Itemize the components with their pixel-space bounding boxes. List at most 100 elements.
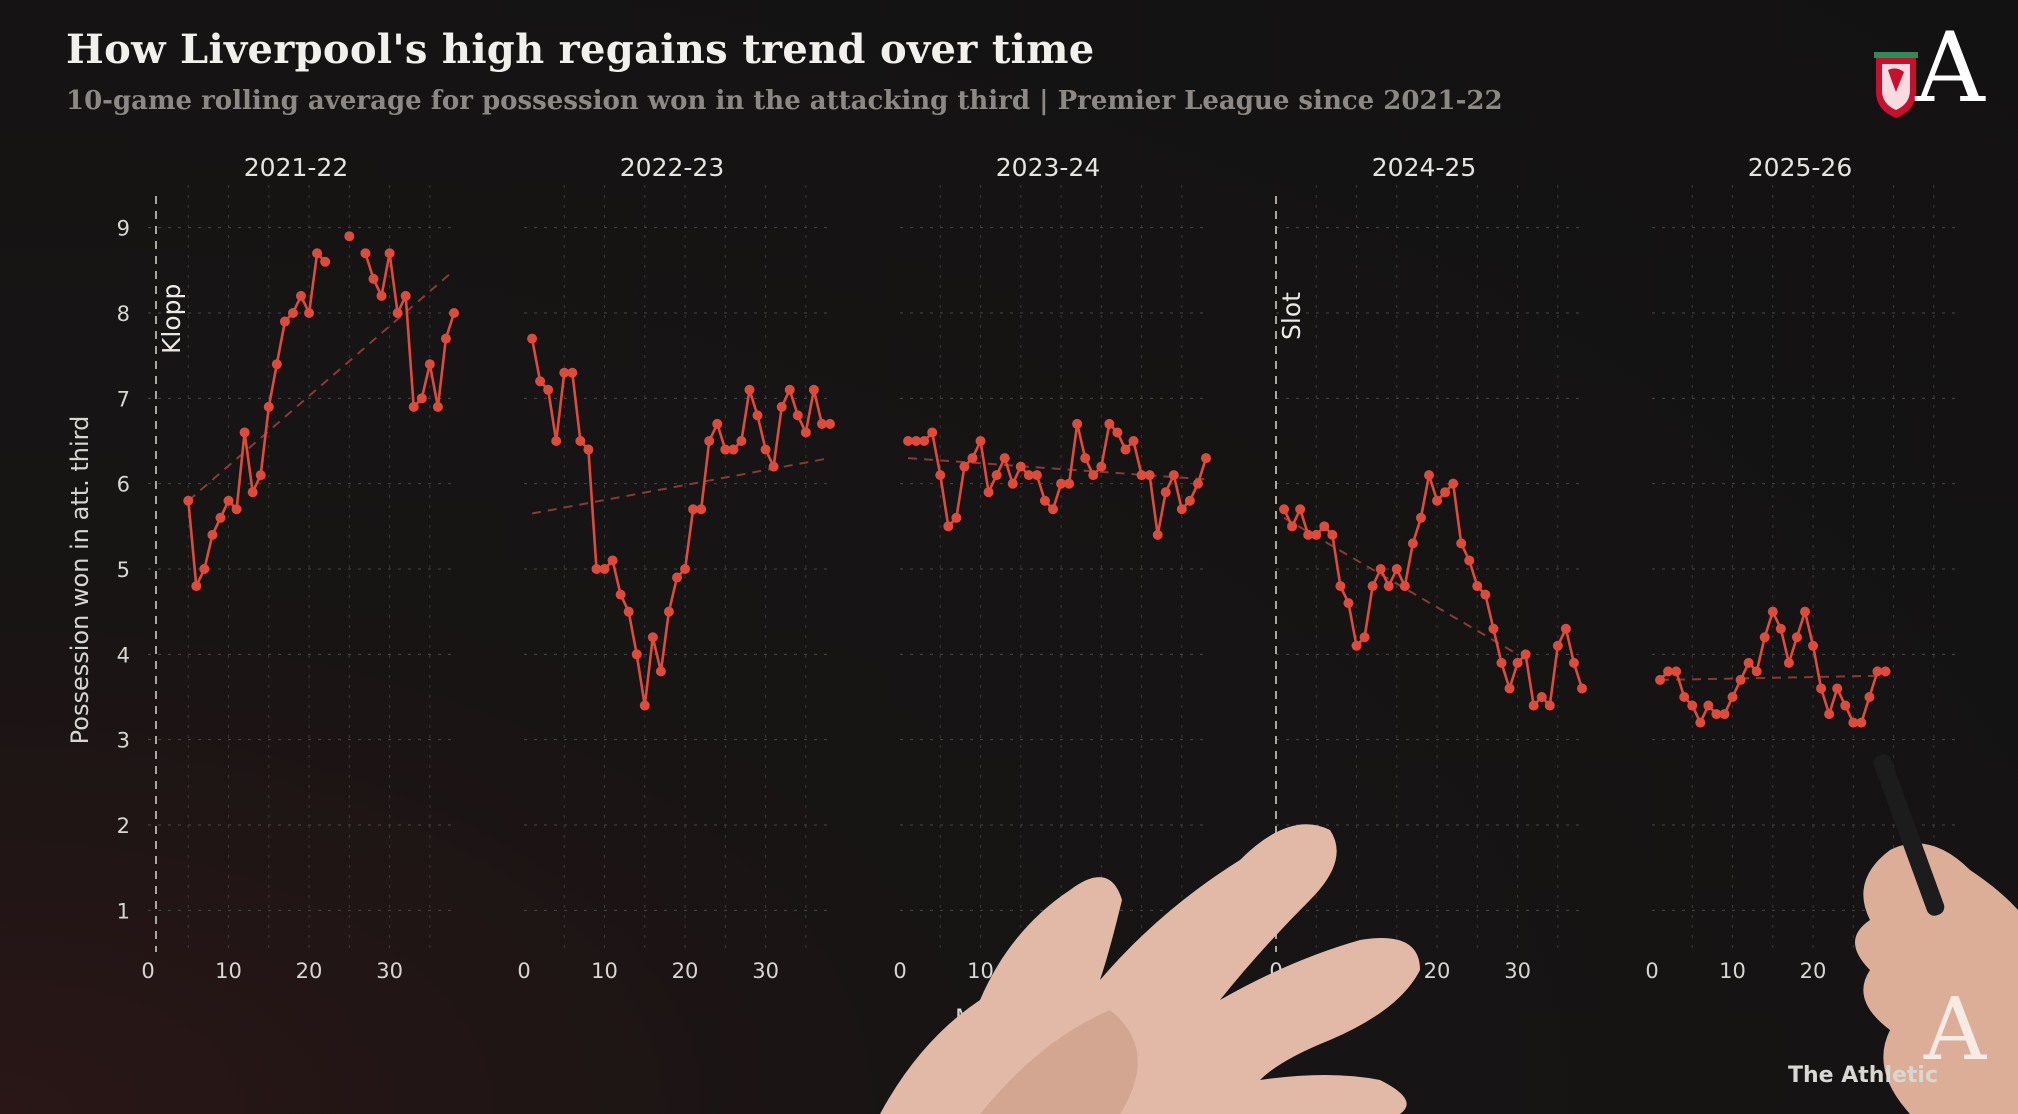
data-point [1279, 504, 1290, 515]
data-point [567, 367, 578, 378]
data-point [663, 606, 674, 617]
data-point [792, 410, 803, 421]
athletic-logo-icon: A [1915, 12, 1985, 124]
data-point [1375, 564, 1386, 574]
data-point [1327, 529, 1338, 540]
data-point [1128, 436, 1139, 446]
data-point [784, 384, 795, 395]
data-point [1544, 700, 1555, 711]
x-tick-label: 30 [1880, 959, 1907, 983]
data-point [1343, 598, 1354, 609]
data-point [1496, 657, 1507, 668]
data-point [736, 436, 747, 446]
series-line [1282, 473, 1584, 707]
data-point [1168, 470, 1179, 481]
data-point [1367, 581, 1378, 592]
data-point [591, 564, 602, 574]
y-tick-label: 7 [117, 387, 130, 411]
data-point [967, 453, 978, 464]
data-point [760, 444, 771, 455]
data-point [320, 256, 331, 267]
data-point [959, 461, 970, 472]
data-point [255, 470, 266, 481]
data-point [744, 384, 755, 395]
data-point [1448, 478, 1459, 489]
facet-title: 2022-23 [620, 153, 724, 182]
x-tick-label: 30 [752, 959, 779, 983]
data-point [1655, 674, 1666, 685]
data-point [1023, 470, 1034, 481]
y-tick-label: 6 [117, 473, 130, 497]
facet-title: 2023-24 [996, 153, 1100, 182]
data-point [1120, 444, 1131, 455]
data-point [1880, 666, 1891, 677]
liverpool-crest-icon [1874, 52, 1918, 118]
data-point [975, 436, 986, 446]
data-point [672, 572, 682, 583]
facet-title: 2024-25 [1372, 153, 1476, 182]
data-point [400, 290, 411, 301]
data-point [207, 529, 218, 540]
data-point [1176, 504, 1187, 515]
data-point [1424, 470, 1434, 481]
data-point [432, 401, 443, 412]
data-point [1311, 529, 1322, 540]
manager-annotation: Slot [1277, 292, 1306, 340]
x-tick-label: 30 [1504, 959, 1531, 983]
x-tick-label: 20 [1424, 959, 1451, 983]
data-point [384, 248, 395, 259]
data-point [1687, 700, 1698, 711]
data-point [416, 393, 427, 404]
facet-title: 2021-22 [244, 153, 348, 182]
data-point [1287, 521, 1298, 532]
data-point [1832, 683, 1843, 694]
data-point [1488, 623, 1499, 634]
data-point [800, 427, 811, 438]
x-tick-label: 20 [296, 959, 323, 983]
data-point [816, 418, 827, 429]
data-point [1440, 487, 1451, 498]
y-tick-label: 9 [117, 217, 130, 241]
data-point [1727, 692, 1738, 702]
trend-line [531, 457, 831, 515]
data-point [1088, 470, 1099, 481]
data-point [440, 333, 451, 344]
data-point [768, 461, 779, 472]
data-point [1335, 581, 1346, 592]
data-point [1031, 470, 1042, 481]
x-tick-label: 10 [1343, 959, 1370, 983]
x-tick-label: 10 [967, 959, 994, 983]
data-point [1415, 512, 1426, 523]
data-point [543, 384, 554, 395]
trend-line [1660, 674, 1886, 681]
data-point [935, 470, 946, 481]
y-tick-label: 8 [117, 302, 130, 326]
data-point [1464, 555, 1475, 566]
data-point [1816, 683, 1827, 694]
data-point [991, 470, 1002, 481]
data-point [1872, 666, 1883, 677]
data-point [999, 453, 1010, 464]
data-point [575, 436, 586, 446]
data-point [1407, 538, 1418, 549]
data-point [728, 444, 739, 455]
data-point [1775, 623, 1786, 634]
y-axis-label: Possession won in att. third [66, 415, 94, 745]
data-point [1039, 495, 1050, 506]
data-point [1295, 504, 1306, 515]
data-point [688, 504, 699, 515]
data-point [1800, 606, 1810, 617]
data-point [1695, 717, 1706, 728]
data-point [607, 555, 618, 566]
data-point [360, 248, 371, 259]
x-tick-label: 30 [376, 959, 403, 983]
data-point [1848, 717, 1859, 728]
chart-subtitle: 10-game rolling average for possession w… [66, 86, 1503, 116]
data-point [1840, 700, 1851, 711]
x-tick-label: 0 [141, 959, 154, 983]
data-point [215, 512, 226, 523]
data-point [1759, 632, 1770, 643]
data-point [183, 495, 194, 506]
data-point [983, 487, 994, 498]
